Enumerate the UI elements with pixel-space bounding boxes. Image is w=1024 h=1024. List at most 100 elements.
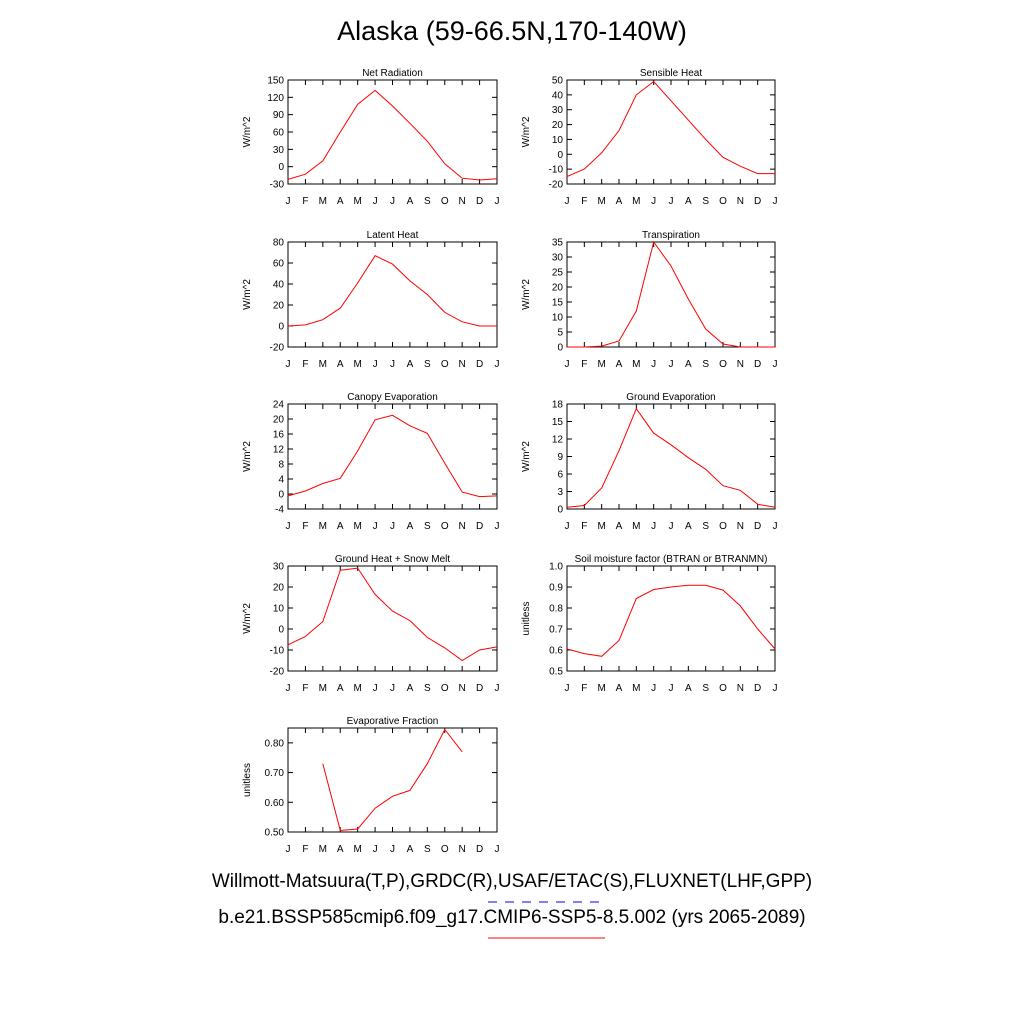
series-line-model	[567, 240, 775, 348]
x-tick-label: N	[737, 521, 744, 532]
legend-obs-text: Willmott-Matsuura(T,P),GRDC(R),USAF/ETAC…	[211, 871, 813, 892]
y-tick-label: 20	[552, 120, 564, 131]
panel-frame	[287, 241, 498, 348]
x-tick-label: F	[302, 521, 308, 532]
y-tick-label: -4	[275, 505, 284, 516]
x-tick-label: M	[319, 521, 327, 532]
x-tick-label: N	[459, 844, 466, 855]
series-line-model	[566, 407, 776, 508]
x-tick-label: N	[459, 359, 466, 370]
x-tick-label: J	[669, 683, 674, 694]
y-axis-label: unitless	[521, 602, 532, 636]
y-tick-label: 4	[278, 475, 284, 486]
x-tick-label: M	[319, 844, 327, 855]
panel-title: Evaporative Fraction	[347, 716, 439, 727]
x-tick-label: N	[737, 683, 744, 694]
y-tick-label: 10	[552, 313, 564, 324]
panel-frame	[287, 565, 498, 672]
x-tick-label: S	[424, 683, 431, 694]
x-tick-label: S	[424, 196, 431, 207]
y-tick-label: 60	[273, 128, 285, 139]
x-tick-label: N	[459, 521, 466, 532]
x-tick-label: J	[390, 683, 395, 694]
y-tick-label: -10	[270, 646, 285, 657]
series-line-model	[287, 255, 497, 327]
x-tick-label: M	[319, 196, 327, 207]
x-tick-label: F	[581, 196, 587, 207]
x-tick-label: O	[441, 196, 449, 207]
x-tick-label: O	[719, 521, 727, 532]
y-tick-label: 50	[552, 76, 564, 87]
panel-frame	[566, 79, 776, 185]
y-tick-label: 0.80	[265, 738, 285, 749]
x-tick-label: A	[616, 521, 623, 532]
x-tick-label: A	[337, 359, 344, 370]
x-tick-label: J	[495, 521, 500, 532]
panel-title: Ground Heat + Snow Melt	[335, 554, 451, 565]
x-tick-label: J	[495, 359, 500, 370]
panel-title: Ground Evaporation	[626, 392, 716, 403]
y-tick-label: 8	[278, 460, 284, 471]
x-tick-label: J	[565, 359, 570, 370]
x-tick-label: J	[373, 196, 378, 207]
x-tick-label: M	[353, 196, 361, 207]
y-tick-label: 60	[273, 259, 285, 270]
x-tick-label: A	[616, 359, 623, 370]
x-tick-label: J	[373, 359, 378, 370]
x-tick-label: J	[495, 683, 500, 694]
x-tick-label: M	[632, 521, 640, 532]
x-tick-label: D	[476, 683, 483, 694]
x-tick-label: J	[286, 521, 291, 532]
y-tick-label: 25	[552, 268, 564, 279]
x-tick-label: J	[565, 196, 570, 207]
y-axis-label: W/m^2	[521, 441, 532, 472]
series-line-model	[566, 584, 776, 657]
x-tick-label: A	[337, 521, 344, 532]
panel-title: Transpiration	[642, 230, 700, 241]
y-tick-label: 0.70	[265, 768, 285, 779]
y-tick-label: 0.7	[549, 625, 563, 636]
x-tick-label: D	[754, 683, 761, 694]
x-tick-label: O	[719, 196, 727, 207]
x-tick-label: D	[476, 844, 483, 855]
x-tick-label: M	[353, 683, 361, 694]
x-tick-label: M	[319, 359, 327, 370]
y-axis-label: W/m^2	[242, 603, 253, 634]
y-tick-label: 0	[278, 162, 284, 173]
y-tick-label: 6	[557, 470, 563, 481]
y-tick-label: 24	[273, 400, 285, 411]
panel-frame	[287, 79, 498, 185]
x-tick-label: M	[632, 196, 640, 207]
x-tick-label: F	[302, 359, 308, 370]
x-tick-label: A	[337, 844, 344, 855]
x-tick-label: S	[702, 683, 709, 694]
x-tick-label: J	[390, 196, 395, 207]
panel-title: Net Radiation	[362, 68, 423, 79]
series-line-model	[287, 414, 498, 498]
x-tick-label: J	[286, 683, 291, 694]
y-tick-label: 12	[552, 435, 564, 446]
y-tick-label: 20	[273, 583, 285, 594]
y-tick-label: 3	[557, 487, 563, 498]
y-tick-label: 0	[278, 490, 284, 501]
x-tick-label: M	[319, 683, 327, 694]
y-tick-label: 9	[557, 452, 563, 463]
y-tick-label: 10	[552, 135, 564, 146]
x-tick-label: A	[407, 521, 414, 532]
y-tick-label: 0	[557, 505, 563, 516]
y-tick-label: 0	[278, 322, 284, 333]
x-tick-label: J	[651, 196, 656, 207]
x-tick-label: J	[495, 196, 500, 207]
x-tick-label: A	[407, 844, 414, 855]
x-tick-label: F	[302, 844, 308, 855]
x-tick-label: J	[651, 359, 656, 370]
x-tick-label: A	[685, 521, 692, 532]
y-tick-label: 5	[557, 328, 563, 339]
x-tick-label: M	[597, 196, 605, 207]
x-tick-label: F	[302, 196, 308, 207]
y-axis-label: W/m^2	[242, 441, 253, 472]
x-tick-label: O	[719, 359, 727, 370]
x-tick-label: S	[424, 521, 431, 532]
